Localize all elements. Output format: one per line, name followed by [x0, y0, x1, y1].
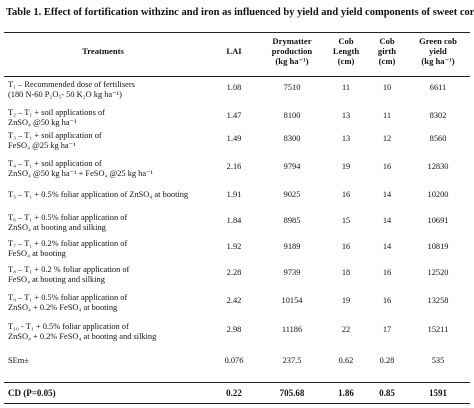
cell-lai: 2.28 [226, 268, 242, 277]
cell-lai: 2.16 [226, 162, 242, 171]
cell-treatment: T₁ – Recommended dose of fertilisers (18… [8, 80, 135, 99]
cell-treatment: T₂ – T₁ + soil applications of ZnSO₄ @50… [8, 108, 105, 127]
cd-rule [4, 382, 470, 383]
cell-cob-girth: 11 [382, 111, 392, 120]
cell-cob-girth: 17 [382, 325, 392, 334]
cell-cob-length: 22 [341, 325, 351, 334]
cd-label: CD (P=0.05) [8, 388, 56, 398]
cell-treatment: T₈ – T₁ + 0.2 % foliar application of Fe… [8, 265, 130, 284]
header-drymatter: Drymatter production (kg ha⁻¹) [271, 36, 313, 66]
cd-yield: 1591 [429, 388, 447, 398]
cell-treatment: T₆ – T₁ + 0.5% foliar application of ZnS… [8, 213, 128, 232]
header-green-cob-yield: Green cob yield (kg ha⁻¹) [419, 36, 457, 66]
cell-lai: 1.91 [226, 190, 242, 199]
cell-green-cob-yield: 8302 [429, 111, 447, 120]
cell-cob-girth: 12 [382, 134, 392, 143]
cell-drymatter: 9189 [283, 242, 301, 251]
cell-treatment: T₉ – T₁ + 0.5% foliar application of ZnS… [8, 293, 128, 312]
cell-lai: 1.47 [226, 111, 242, 120]
bottom-rule [4, 403, 470, 404]
cell-cob-length: 16 [341, 190, 351, 199]
cell-lai: 1.92 [226, 242, 242, 251]
cell-lai: 2.98 [226, 325, 242, 334]
cell-treatment: T₇ – T₁ + 0.2% foliar application of FeS… [8, 239, 128, 258]
cell-cob-girth: 14 [382, 242, 392, 251]
cell-green-cob-yield: 535 [431, 356, 445, 365]
cell-cob-girth: 0.28 [379, 356, 395, 365]
cell-cob-length: 18 [341, 268, 351, 277]
cell-treatment: T₁₀ - T₁ + 0.5% foliar application of Zn… [8, 322, 157, 341]
cell-drymatter: 9739 [283, 268, 301, 277]
cell-drymatter: 8300 [283, 134, 301, 143]
cell-cob-girth: 10 [382, 83, 392, 92]
top-rule [4, 32, 470, 33]
cell-drymatter: 10154 [281, 296, 303, 305]
cell-treatment: T₃ – T₁ + soil application of FeSO₄ @25 … [8, 131, 102, 150]
cell-cob-length: 13 [341, 134, 351, 143]
cell-drymatter: 9025 [283, 190, 301, 199]
cell-cob-length: 13 [341, 111, 351, 120]
cell-green-cob-yield: 10819 [427, 242, 449, 251]
cell-cob-length: 16 [341, 242, 351, 251]
header-lai: LAI [226, 46, 242, 56]
header-treatments: Treatments [82, 46, 124, 56]
cell-cob-girth: 16 [382, 296, 392, 305]
cell-lai: 1.08 [226, 83, 242, 92]
cell-cob-length: 19 [341, 162, 351, 171]
cd-cob-length: 1.86 [338, 388, 354, 398]
cell-lai: 1.84 [226, 216, 242, 225]
cell-green-cob-yield: 8560 [429, 134, 447, 143]
cd-lai: 0.22 [226, 388, 242, 398]
cell-lai: 1.49 [226, 134, 242, 143]
cell-green-cob-yield: 10691 [427, 216, 449, 225]
cell-drymatter: 7510 [283, 83, 301, 92]
cell-treatment: SEm± [8, 356, 29, 365]
cell-green-cob-yield: 12830 [427, 162, 449, 171]
cell-green-cob-yield: 6611 [429, 83, 447, 92]
cell-green-cob-yield: 15211 [427, 325, 449, 334]
cell-green-cob-yield: 12520 [427, 268, 449, 277]
cell-treatment: T₄ – T₁ + soil application of ZnSO₄ @50 … [8, 159, 154, 178]
cell-drymatter: 11186 [281, 325, 303, 334]
cell-cob-length: 19 [341, 296, 351, 305]
cd-drymatter: 705.68 [279, 388, 305, 398]
table-caption: Table 1. Effect of fortification withzin… [6, 7, 474, 18]
cell-cob-length: 11 [341, 83, 351, 92]
cell-green-cob-yield: 10200 [427, 190, 449, 199]
cell-drymatter: 9794 [283, 162, 301, 171]
cell-drymatter: 237.5 [282, 356, 302, 365]
cell-cob-girth: 16 [382, 268, 392, 277]
cell-cob-girth: 14 [382, 190, 392, 199]
cell-treatment: T₅ – T₁ + 0.5% foliar application of ZnS… [8, 190, 189, 199]
cell-drymatter: 8100 [283, 111, 301, 120]
cell-green-cob-yield: 13258 [427, 296, 449, 305]
cell-cob-girth: 16 [382, 162, 392, 171]
cell-cob-length: 0.62 [338, 356, 354, 365]
cd-cob-girth: 0.85 [379, 388, 395, 398]
cell-lai: 0.076 [224, 356, 244, 365]
header-cob-length: Cob Length (cm) [332, 36, 360, 66]
cell-cob-girth: 14 [382, 216, 392, 225]
header-rule [4, 76, 470, 77]
header-cob-girth: Cob girth (cm) [377, 36, 397, 66]
cell-drymatter: 8985 [283, 216, 301, 225]
cell-cob-length: 15 [341, 216, 351, 225]
cell-lai: 2.42 [226, 296, 242, 305]
